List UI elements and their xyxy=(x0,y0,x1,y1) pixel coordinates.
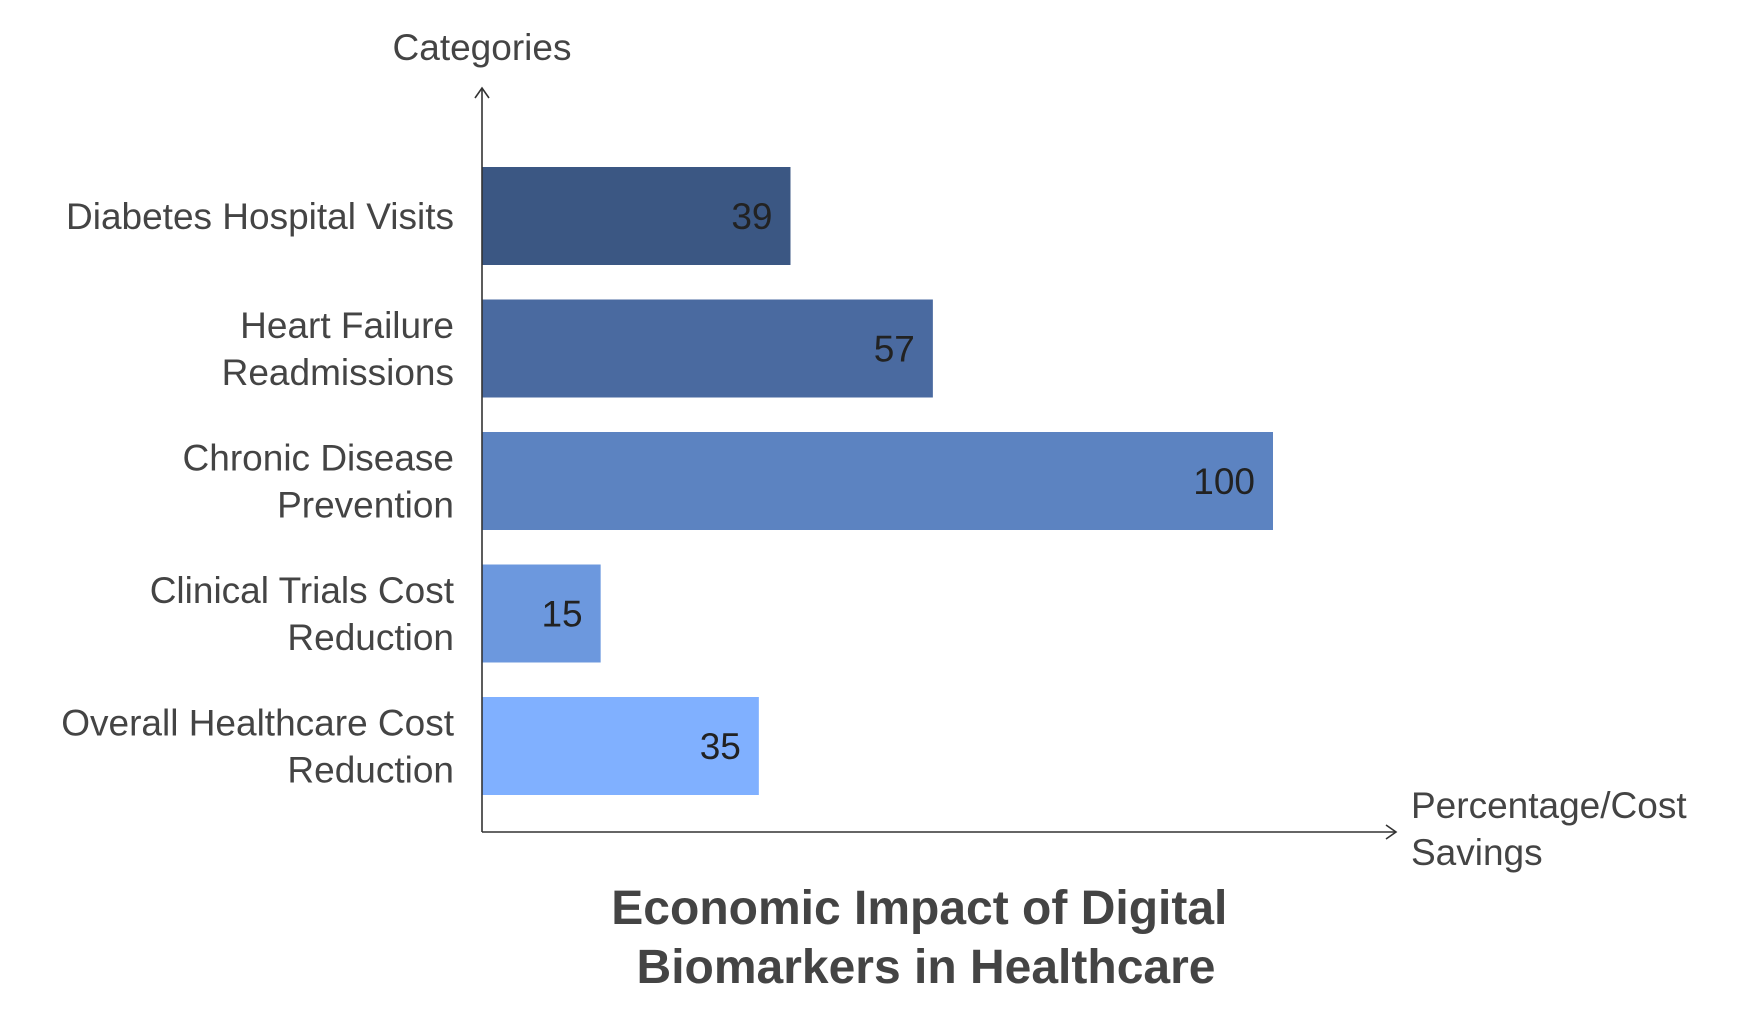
category-label-4-line-1: Clinical Trials Cost xyxy=(150,570,455,611)
axes-layer xyxy=(474,86,1398,840)
category-label-4: Clinical Trials Cost Reduction xyxy=(150,570,455,658)
category-label-5-line-2: Reduction xyxy=(287,750,454,791)
category-label-1: Diabetes Hospital Visits xyxy=(66,196,454,237)
bar-4 xyxy=(482,564,601,663)
bar-value-label-4: 15 xyxy=(541,594,582,635)
category-label-4-line-2: Reduction xyxy=(287,617,454,658)
bar-2 xyxy=(482,299,933,398)
bar-1 xyxy=(482,167,791,265)
bar-value-label-3: 100 xyxy=(1193,461,1255,502)
category-label-2-line-1: Heart Failure xyxy=(240,305,454,346)
bar-value-label-5: 35 xyxy=(700,726,741,767)
x-axis-title-line-2: Savings xyxy=(1411,832,1543,873)
category-label-3-line-1: Chronic Disease xyxy=(183,438,454,479)
x-axis-title-line-1: Percentage/Cost xyxy=(1411,785,1687,826)
chart-title-line-1: Economic Impact of Digital xyxy=(611,882,1227,935)
x-axis-title: Percentage/Cost Savings xyxy=(1411,785,1697,873)
y-axis-title: Categories xyxy=(393,27,572,68)
category-label-1-line-1: Diabetes Hospital Visits xyxy=(66,196,454,237)
bar-3 xyxy=(482,432,1273,530)
chart-title-line-2: Biomarkers in Healthcare xyxy=(637,941,1216,994)
category-label-2-line-2: Readmissions xyxy=(222,352,454,393)
bar-5 xyxy=(482,697,759,795)
chart-title: Economic Impact of Digital Biomarkers in… xyxy=(611,882,1240,994)
bars-layer xyxy=(482,167,1273,795)
bar-value-label-2: 57 xyxy=(874,329,915,370)
y-axis-arrow-icon xyxy=(474,86,490,99)
x-axis-arrow-icon xyxy=(1385,824,1398,840)
category-label-5-line-1: Overall Healthcare Cost xyxy=(61,703,454,744)
category-label-3-line-2: Prevention xyxy=(277,485,454,526)
labels-layer: Categories Percentage/Cost Savings Econo… xyxy=(61,27,1697,994)
category-label-5: Overall Healthcare Cost Reduction xyxy=(61,703,454,791)
bar-value-label-1: 39 xyxy=(731,196,772,237)
category-label-2: Heart Failure Readmissions xyxy=(222,305,454,393)
category-label-3: Chronic Disease Prevention xyxy=(183,438,454,526)
